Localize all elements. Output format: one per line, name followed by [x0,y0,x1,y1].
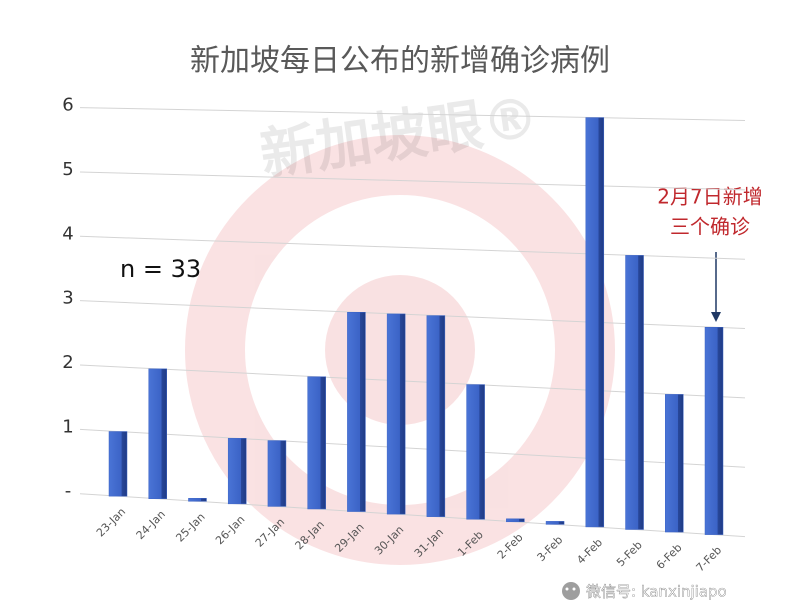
bar [267,440,287,507]
bar [625,255,644,530]
annotation: n = 33 [120,255,201,283]
bar [545,521,565,525]
bar [148,368,167,499]
bar [307,376,326,510]
bar [188,498,207,502]
bar [665,394,684,533]
y-tick-label: 2 [62,352,73,373]
footer-icon [562,582,580,600]
bar [585,117,605,528]
bar [466,384,485,520]
bar [347,312,366,512]
chart-title: 新加坡每日公布的新增确诊病例 [190,44,610,79]
bar [704,326,724,535]
annotation: 三个确诊 [670,215,750,239]
grid-line [79,107,746,121]
bar [506,518,525,523]
bar [227,438,247,505]
footer: 微信号: kanxinjiapo [586,583,727,601]
bar [426,315,446,517]
y-tick-label: 5 [62,159,73,180]
y-tick-label: 6 [62,95,73,116]
y-tick-label: 4 [62,223,73,244]
y-tick-label: - [65,481,72,502]
bar [108,431,128,497]
y-tick-label: 1 [62,416,73,437]
y-tick-label: 3 [62,288,73,309]
grid-line [79,171,746,191]
annotation-arrow [711,252,721,322]
bar [386,313,406,515]
